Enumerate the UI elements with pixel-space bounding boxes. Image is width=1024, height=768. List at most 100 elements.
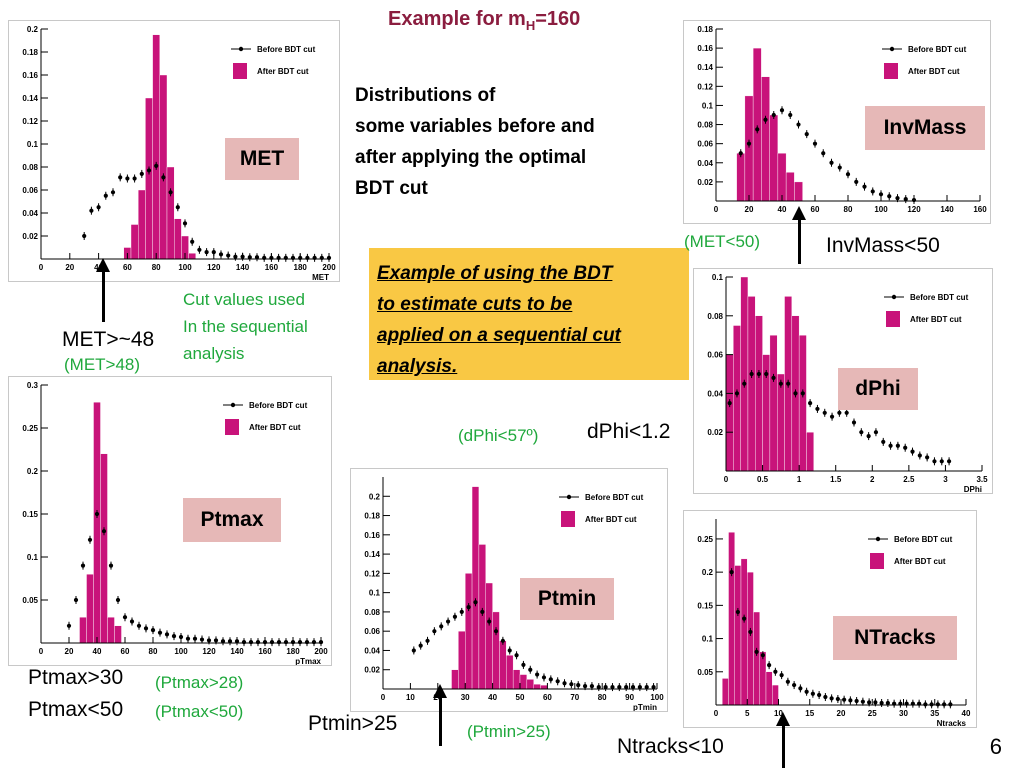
hist-bar (798, 334, 807, 472)
x-tick-label: 30 (899, 709, 908, 718)
legend-label: After BDT cut (249, 423, 301, 432)
y-tick-label: 0.1 (27, 553, 39, 562)
x-tick-label: 0 (39, 647, 44, 656)
data-point (796, 122, 801, 127)
x-tick-label: 100 (174, 647, 188, 656)
x-tick-label: 3.5 (976, 475, 988, 484)
x-tick-label: 160 (973, 205, 987, 214)
hist-bar (152, 34, 161, 260)
ptmin-cut-label: Ptmin>25 (308, 712, 398, 735)
data-point (651, 684, 656, 690)
data-point (255, 640, 261, 645)
x-tick-label: 160 (265, 263, 279, 272)
data-point (729, 570, 734, 575)
data-point (932, 459, 937, 464)
x-axis-label: Ntracks (937, 719, 967, 727)
data-point (146, 168, 152, 173)
invmass-tag: InvMass (865, 106, 985, 150)
x-tick-label: 0 (381, 693, 386, 702)
legend-swatch (884, 63, 898, 79)
data-point (466, 604, 471, 610)
hist-bar (769, 334, 778, 472)
data-point (771, 112, 776, 118)
data-point (837, 410, 842, 415)
ntracks-tag: NTracks (833, 616, 957, 660)
y-tick-label: 0.12 (697, 82, 713, 91)
data-point (139, 171, 144, 176)
y-tick-label: 0.1 (369, 589, 381, 598)
ptmax-green-label-2: (Ptmax<50) (155, 702, 244, 721)
y-tick-label: 0.18 (22, 48, 38, 57)
data-point (860, 699, 865, 704)
data-point (297, 640, 303, 645)
y-tick-label: 0.05 (697, 668, 713, 677)
x-tick-label: 80 (152, 263, 161, 272)
hist-bar (744, 95, 754, 202)
x-tick-label: 50 (516, 693, 525, 702)
data-point (873, 700, 878, 705)
y-tick-label: 0.15 (22, 510, 38, 519)
y-tick-label: 0.18 (364, 512, 380, 521)
data-point (910, 449, 915, 454)
data-point (785, 679, 790, 684)
hist-bar (725, 354, 734, 472)
data-point (823, 694, 828, 700)
legend-label: Before BDT cut (894, 535, 953, 544)
hist-bar (145, 97, 153, 260)
data-point (887, 194, 892, 199)
ntracks-cut-label: Ntracks<10 (617, 735, 724, 758)
data-point (873, 430, 879, 435)
hist-bar (166, 166, 175, 260)
x-tick-label: 25 (868, 709, 877, 718)
y-tick-label: 0.1 (712, 273, 724, 282)
legend-label: After BDT cut (257, 67, 309, 76)
data-point (143, 626, 149, 631)
hist-bar (794, 181, 803, 202)
data-point (624, 684, 629, 690)
data-point (101, 529, 107, 534)
hist-bar (173, 218, 182, 260)
data-point (197, 247, 202, 252)
data-point (129, 619, 135, 624)
data-point (771, 375, 776, 380)
hist-bar (740, 558, 748, 706)
legend-swatch (225, 419, 239, 435)
data-point (157, 630, 163, 635)
y-tick-label: 0.16 (697, 44, 713, 53)
data-point (727, 401, 732, 406)
x-tick-label: 60 (121, 647, 130, 656)
data-point (610, 684, 615, 690)
data-point (844, 410, 849, 415)
y-tick-label: 0.02 (707, 428, 723, 437)
data-point (283, 640, 289, 645)
x-tick-label: 120 (907, 205, 921, 214)
x-axis-label: pTmax (295, 657, 321, 665)
x-tick-label: 40 (778, 205, 787, 214)
hist-bar (772, 684, 779, 706)
hist-bar (747, 296, 756, 472)
hist-bar (769, 114, 779, 202)
page-number: 6 (989, 734, 1002, 759)
hist-bar (100, 453, 108, 644)
data-point (821, 151, 826, 156)
data-point (178, 634, 184, 640)
data-point (459, 609, 464, 615)
y-tick-label: 0.04 (22, 209, 38, 218)
data-point (804, 132, 809, 137)
data-point (445, 619, 451, 624)
data-point (779, 108, 785, 113)
data-point (817, 692, 822, 698)
data-point (514, 653, 519, 658)
legend-marker (566, 494, 572, 500)
data-point (569, 682, 574, 687)
data-point (589, 684, 595, 689)
data-point (96, 205, 101, 210)
x-axis-label: MET (312, 273, 329, 281)
data-point (742, 616, 747, 621)
legend-label: Before BDT cut (249, 401, 308, 410)
data-point (254, 255, 260, 260)
x-tick-label: 0 (724, 475, 729, 484)
data-point (190, 239, 195, 244)
y-tick-label: 0.08 (697, 121, 713, 130)
data-point (535, 672, 540, 677)
